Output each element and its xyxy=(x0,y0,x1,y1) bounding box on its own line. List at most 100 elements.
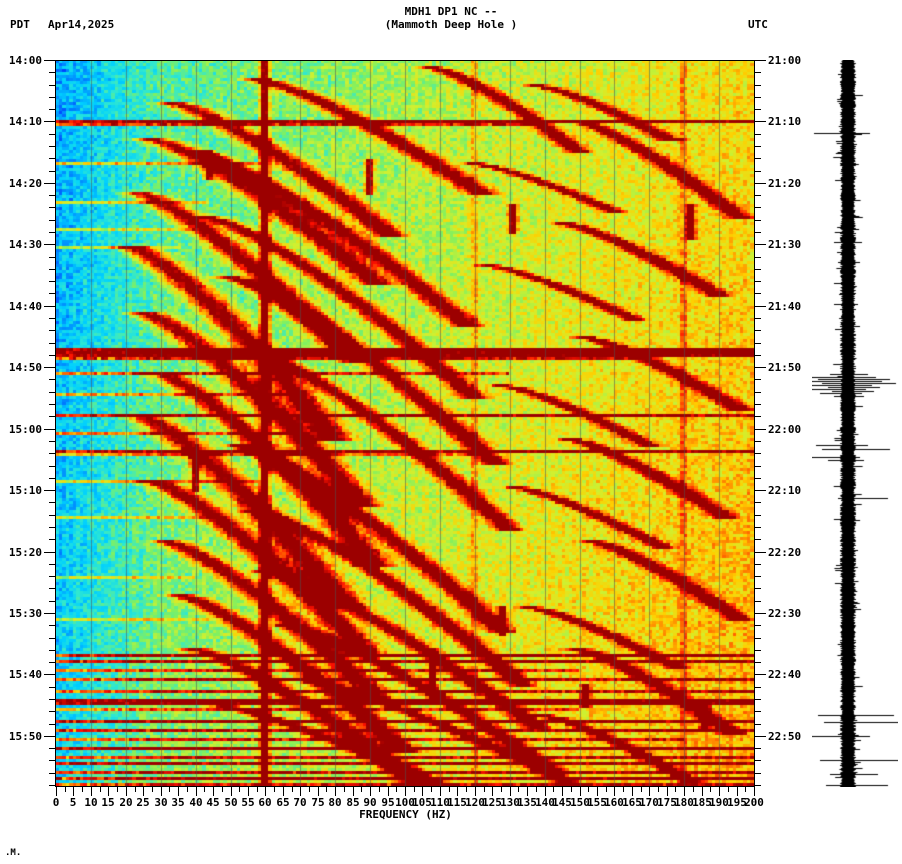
x-tick-major xyxy=(283,787,284,796)
corner-artifact: .M. xyxy=(5,848,22,858)
x-tick-major xyxy=(422,787,423,796)
x-tick-minor xyxy=(675,787,676,792)
x-tick-label: 175 xyxy=(657,796,677,809)
y-tick-major xyxy=(755,613,766,614)
x-tick-minor xyxy=(239,787,240,792)
y-tick-minor xyxy=(49,158,55,159)
x-tick-minor xyxy=(466,787,467,792)
x-tick-major xyxy=(161,787,162,796)
y-tick-minor xyxy=(755,625,761,626)
y-tick-minor xyxy=(755,171,761,172)
y-tick-label: 14:30 xyxy=(8,238,42,251)
y-tick-minor xyxy=(49,539,55,540)
x-tick-minor xyxy=(536,787,537,792)
y-tick-label: 21:10 xyxy=(768,115,802,128)
y-tick-minor xyxy=(755,134,761,135)
y-tick-minor xyxy=(49,576,55,577)
y-tick-minor xyxy=(49,601,55,602)
y-tick-minor xyxy=(755,232,761,233)
x-tick-label: 80 xyxy=(328,796,342,809)
x-tick-label: 160 xyxy=(604,796,624,809)
x-tick-minor xyxy=(257,787,258,792)
x-tick-label: 55 xyxy=(241,796,255,809)
y-tick-minor xyxy=(755,404,761,405)
y-tick-minor xyxy=(49,478,55,479)
x-tick-minor xyxy=(169,787,170,792)
y-tick-label: 15:30 xyxy=(8,607,42,620)
y-tick-major xyxy=(755,674,766,675)
x-tick-major xyxy=(213,787,214,796)
x-tick-minor xyxy=(65,787,66,792)
y-tick-major xyxy=(44,736,55,737)
x-tick-minor xyxy=(518,787,519,792)
y-tick-minor xyxy=(755,97,761,98)
x-tick-major xyxy=(719,787,720,796)
y-tick-minor xyxy=(755,109,761,110)
y-tick-major xyxy=(44,490,55,491)
x-tick-label: 135 xyxy=(517,796,537,809)
x-tick-minor xyxy=(745,787,746,792)
y-tick-minor xyxy=(755,785,761,786)
y-tick-label: 14:20 xyxy=(8,177,42,190)
x-tick-major xyxy=(126,787,127,796)
x-tick-label: 100 xyxy=(395,796,415,809)
time-axis-pdt: 14:00 14:10 14:20 14:30 14:40 14:50 15:00 15:10… xyxy=(0,54,55,787)
x-tick-label: 60 xyxy=(258,796,272,809)
x-tick-label: 85 xyxy=(346,796,360,809)
x-tick-label: 95 xyxy=(381,796,395,809)
x-tick-minor xyxy=(553,787,554,792)
x-tick-major xyxy=(405,787,406,796)
y-tick-minor xyxy=(755,207,761,208)
y-tick-minor xyxy=(49,502,55,503)
y-tick-label: 22:10 xyxy=(768,484,802,497)
x-tick-label: 35 xyxy=(171,796,185,809)
y-tick-minor xyxy=(755,392,761,393)
y-tick-major xyxy=(44,306,55,307)
y-tick-minor xyxy=(49,724,55,725)
y-tick-minor xyxy=(49,625,55,626)
y-tick-minor xyxy=(49,281,55,282)
x-tick-label: 65 xyxy=(276,796,290,809)
y-tick-minor xyxy=(49,650,55,651)
x-tick-minor xyxy=(728,787,729,792)
y-tick-minor xyxy=(755,773,761,774)
frequency-axis-label: FREQUENCY (HZ) xyxy=(359,808,452,821)
y-tick-minor xyxy=(755,158,761,159)
x-tick-label: 70 xyxy=(293,796,307,809)
y-tick-major xyxy=(44,121,55,122)
y-tick-label: 14:50 xyxy=(8,361,42,374)
x-tick-major xyxy=(475,787,476,796)
x-tick-minor xyxy=(414,787,415,792)
y-tick-minor xyxy=(755,662,761,663)
station-title: MDH1 DP1 NC -- xyxy=(404,5,498,18)
x-tick-major xyxy=(754,787,755,796)
x-tick-minor xyxy=(344,787,345,792)
seismogram-image xyxy=(812,60,898,787)
x-tick-minor xyxy=(641,787,642,792)
y-tick-minor xyxy=(49,588,55,589)
x-tick-major xyxy=(108,787,109,796)
x-tick-major xyxy=(684,787,685,796)
y-tick-major xyxy=(44,367,55,368)
x-tick-label: 5 xyxy=(69,796,77,809)
y-tick-minor xyxy=(49,748,55,749)
y-tick-major xyxy=(755,429,766,430)
x-tick-minor xyxy=(135,787,136,792)
y-tick-major xyxy=(755,736,766,737)
y-tick-label: 15:20 xyxy=(8,546,42,559)
y-tick-minor xyxy=(755,502,761,503)
y-tick-minor xyxy=(755,539,761,540)
x-tick-label: 20 xyxy=(119,796,133,809)
y-tick-label: 21:40 xyxy=(768,300,802,313)
y-tick-label: 21:50 xyxy=(768,361,802,374)
y-tick-minor xyxy=(755,257,761,258)
x-tick-label: 170 xyxy=(639,796,659,809)
x-tick-label: 75 xyxy=(311,796,325,809)
x-tick-major xyxy=(737,787,738,796)
x-tick-major xyxy=(231,787,232,796)
y-tick-label: 14:00 xyxy=(8,54,42,67)
x-tick-minor xyxy=(379,787,380,792)
y-tick-minor xyxy=(49,564,55,565)
spectrogram-plot xyxy=(55,60,755,787)
y-tick-label: 22:20 xyxy=(768,546,802,559)
